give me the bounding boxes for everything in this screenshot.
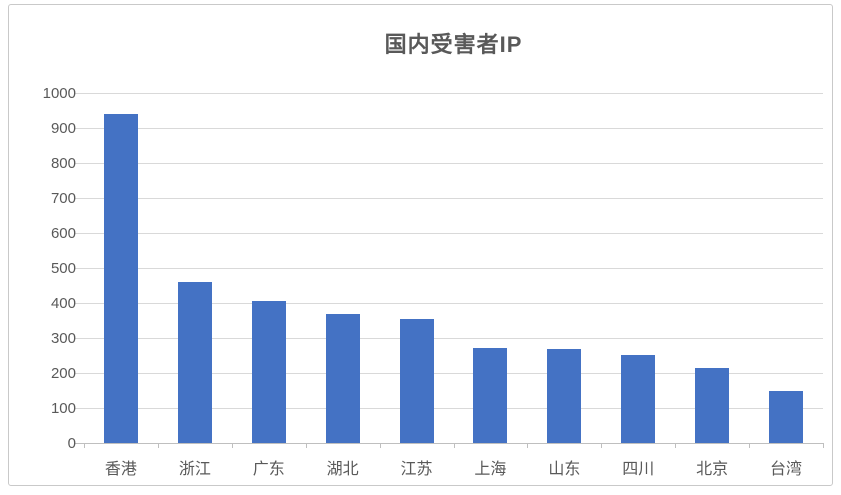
bar-5 — [399, 318, 434, 443]
bar-3 — [251, 301, 286, 443]
bar-slot-10 — [749, 93, 823, 443]
bar-7 — [547, 349, 582, 443]
bar-slot-9 — [675, 93, 749, 443]
bar-6 — [473, 347, 508, 443]
bar-1 — [103, 114, 138, 443]
y-axis-label-800: 800 — [50, 155, 76, 172]
bar-slot-8 — [601, 93, 675, 443]
y-axis-label-600: 600 — [50, 225, 76, 242]
bar-slot-4 — [306, 93, 380, 443]
bar-4 — [325, 313, 360, 443]
gridline-300 — [75, 337, 823, 339]
x-axis-label-4: 湖北 — [326, 461, 359, 478]
x-axis-label-8: 四川 — [622, 461, 655, 478]
bar-slot-2 — [158, 93, 232, 443]
x-axis-label-5: 江苏 — [400, 461, 433, 478]
bar-2 — [177, 282, 212, 443]
x-axis-tick — [231, 443, 233, 448]
y-axis-label-200: 200 — [50, 365, 76, 382]
gridline-500 — [75, 267, 823, 269]
x-axis-tick — [675, 443, 677, 448]
bar-slot-6 — [454, 93, 528, 443]
bar-slot-1 — [84, 93, 158, 443]
gridline-800 — [75, 162, 823, 164]
x-axis-line — [75, 442, 823, 444]
bar-9 — [695, 367, 730, 443]
gridline-100 — [75, 407, 823, 409]
y-axis-label-500: 500 — [50, 260, 76, 277]
x-axis-label-10: 台湾 — [770, 461, 803, 478]
x-axis-tick — [527, 443, 529, 448]
y-axis-label-0: 0 — [67, 435, 76, 452]
x-axis-tick — [823, 443, 824, 448]
x-axis-tick — [305, 443, 307, 448]
gridline-400 — [75, 302, 823, 304]
x-axis-label-1: 香港 — [104, 461, 137, 478]
y-axis-label-1000: 1000 — [42, 85, 76, 102]
x-axis-tick — [601, 443, 603, 448]
y-axis-label-100: 100 — [50, 400, 76, 417]
y-axis-label-400: 400 — [50, 295, 76, 312]
chart-title: 国内受害者IP — [384, 32, 523, 57]
x-axis-label-7: 山东 — [548, 461, 581, 478]
x-axis-label-6: 上海 — [474, 461, 507, 478]
bar-8 — [621, 354, 656, 443]
bar-slot-5 — [380, 93, 454, 443]
x-axis-tick — [84, 443, 85, 448]
x-axis-tick — [157, 443, 159, 448]
bar-10 — [769, 390, 804, 443]
gridline-700 — [75, 197, 823, 199]
x-axis-tick — [749, 443, 751, 448]
plot-area: 0 100 200 300 400 500 600 700 800 900 1000 香港 浙江 广东 湖北… — [43, 85, 824, 478]
x-axis-tick — [453, 443, 455, 448]
gridline-200 — [75, 372, 823, 374]
x-axis-label-2: 浙江 — [178, 461, 211, 478]
gridline-900 — [75, 127, 823, 129]
y-axis-label-900: 900 — [50, 120, 76, 137]
y-axis-label-300: 300 — [50, 330, 76, 347]
y-axis-label-700: 700 — [50, 190, 76, 207]
chart-frame: 国内受害者IP 0 100 200 300 400 500 600 700 800 900 1000… — [8, 4, 833, 486]
gridline-1000 — [75, 92, 823, 94]
x-axis-tick — [379, 443, 381, 448]
gridline-600 — [75, 232, 823, 234]
bar-slot-7 — [527, 93, 601, 443]
x-axis-label-3: 广东 — [252, 461, 285, 478]
x-axis-label-9: 北京 — [696, 461, 729, 478]
bar-slot-3 — [232, 93, 306, 443]
